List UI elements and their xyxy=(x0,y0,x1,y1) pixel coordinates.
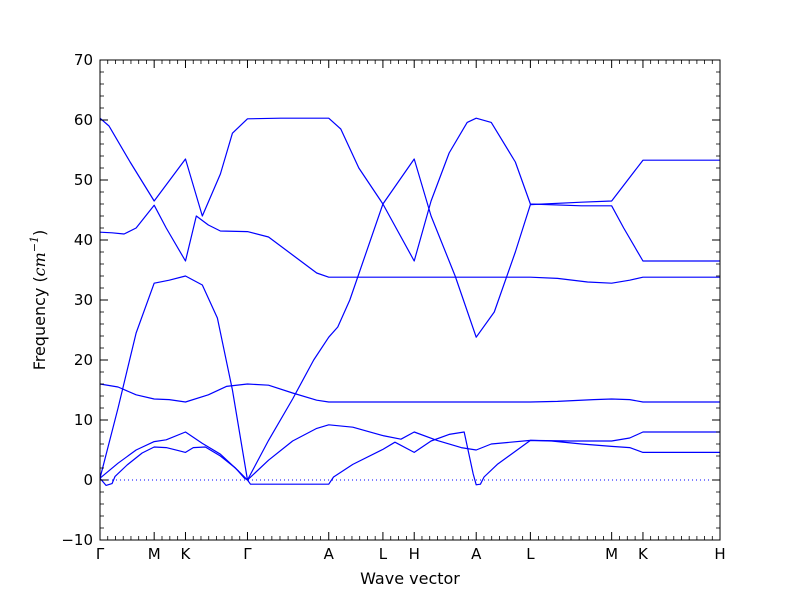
x-tick-label: M xyxy=(605,545,618,563)
band-line-1 xyxy=(99,431,720,486)
x-tick-label: M xyxy=(148,545,161,563)
y-tick-label: 20 xyxy=(74,351,93,369)
x-tick-label: K xyxy=(181,545,192,563)
band-line-3 xyxy=(99,383,720,403)
x-tick-label: H xyxy=(714,545,725,563)
band-line-4 xyxy=(99,158,720,481)
plot-frame xyxy=(99,59,721,541)
series-group xyxy=(99,117,720,486)
y-axis-label-unit: cm xyxy=(30,252,49,276)
y-tick-label: 60 xyxy=(74,111,93,129)
x-tick-label: A xyxy=(471,545,482,563)
x-tick-label: L xyxy=(526,545,535,563)
x-tick-label: A xyxy=(324,545,335,563)
x-tick-label: Γ xyxy=(96,545,105,563)
tick-labels: −10 0 10 20 30 40 50 60 70 Γ M K Γ A L H A L M K H xyxy=(61,51,725,563)
y-tick-label: 40 xyxy=(74,231,93,249)
axis-ticks xyxy=(99,59,721,541)
x-tick-label: L xyxy=(379,545,388,563)
x-tick-label: H xyxy=(409,545,420,563)
y-tick-label: 10 xyxy=(74,411,93,429)
y-axis-label-text: Frequency ( xyxy=(30,276,49,370)
y-axis-label: Frequency (cm−1) xyxy=(28,230,49,371)
band-line-6 xyxy=(99,204,720,284)
y-axis-label-exp: −1 xyxy=(28,236,41,252)
y-tick-label: 50 xyxy=(74,171,93,189)
band-line-2 xyxy=(99,424,720,481)
y-tick-label: 70 xyxy=(74,51,93,69)
band-line-5 xyxy=(99,117,720,262)
x-tick-label: Γ xyxy=(243,545,252,563)
y-tick-label: 0 xyxy=(83,471,93,489)
x-axis-label: Wave vector xyxy=(360,569,460,588)
y-axis-label-close: ) xyxy=(30,230,49,236)
y-tick-label: −10 xyxy=(61,531,93,549)
y-tick-label: 30 xyxy=(74,291,93,309)
x-tick-label: K xyxy=(638,545,649,563)
